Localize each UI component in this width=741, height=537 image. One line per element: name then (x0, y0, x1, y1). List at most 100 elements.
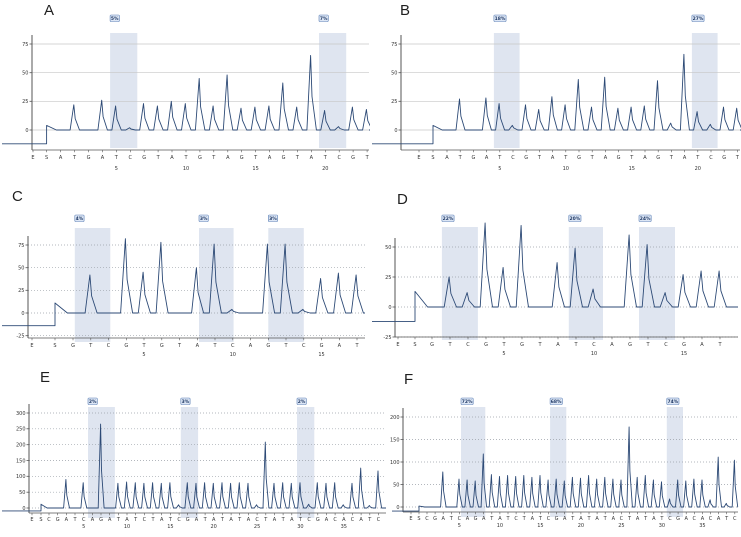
percent-label-box (267, 214, 278, 222)
nucleotide-label: A (249, 343, 253, 349)
nucleotide-label: T (212, 343, 217, 349)
nucleotide-label: A (636, 516, 640, 522)
nucleotide-label: G (320, 343, 324, 349)
nucleotide-label: T (253, 155, 258, 161)
nucleotide-label: A (701, 516, 705, 522)
dispensation-number: 10 (124, 524, 130, 530)
nucleotide-label: A (160, 517, 164, 523)
trace-line (2, 423, 386, 512)
nucleotide-label: E (417, 155, 420, 161)
nucleotide-label: T (220, 517, 225, 523)
nucleotide-label: G (656, 155, 660, 161)
nucleotide-label: T (643, 516, 648, 522)
percent-label-box (638, 214, 652, 222)
percent-label-box (74, 214, 85, 222)
nucleotide-label: A (195, 517, 199, 523)
percent-label-box (549, 397, 563, 405)
nucleotide-label: G (124, 343, 128, 349)
panel-c-label: C (12, 188, 23, 205)
percent-label: 3% (269, 216, 277, 222)
nucleotide-label: T (177, 343, 182, 349)
nucleotide-label: A (212, 517, 216, 523)
nucleotide-label: C (143, 517, 147, 523)
panel-d: D 50 25 0 -25 E S G T C G T G T A T C A G T C G A T 5 10 15 22% 20%… (370, 185, 741, 365)
highlight-region (110, 33, 138, 148)
nucleotide-label: A (65, 517, 69, 523)
y-tick-label: 0 (396, 505, 399, 511)
percent-label: 27% (693, 16, 704, 22)
nucleotide-label: S (45, 155, 48, 161)
trace-line (392, 426, 739, 512)
nucleotide-label: G (520, 342, 524, 348)
nucleotide-label: A (612, 516, 616, 522)
percent-label: 3% (182, 399, 190, 405)
panel-c: C 75 50 25 0 -25 E S G T C G T G T A T C A G T C G A T 5 10 15 4% 3%… (0, 185, 370, 365)
nucleotide-label: T (717, 342, 722, 348)
nucleotide-label: A (59, 155, 63, 161)
percent-label-box (568, 214, 582, 222)
nucleotide-label: G (351, 155, 355, 161)
panel-d-label: D (397, 191, 408, 208)
nucleotide-label: T (497, 155, 502, 161)
dispensation-number: 20 (578, 523, 584, 529)
dispensation-number: 15 (167, 524, 173, 530)
nucleotide-label: A (482, 516, 486, 522)
nucleotide-label: T (505, 516, 510, 522)
nucleotide-label: T (537, 342, 542, 348)
nucleotide-label: G (471, 155, 475, 161)
nucleotide-label: T (150, 517, 155, 523)
highlight-region (639, 227, 675, 340)
dispensation-number: 15 (318, 352, 324, 358)
nucleotide-label: C (547, 516, 551, 522)
percent-label: 24% (640, 216, 651, 222)
nucleotide-label: C (231, 343, 235, 349)
dispensation-number: 10 (563, 166, 569, 172)
nucleotide-label: T (563, 155, 568, 161)
nucleotide-label: T (141, 343, 146, 349)
nucleotide-label: C (177, 517, 181, 523)
percent-label-box (198, 214, 209, 222)
nucleotide-label: A (604, 155, 608, 161)
nucleotide-label: A (359, 517, 363, 523)
nucleotide-label: A (700, 342, 704, 348)
nucleotide-label: T (627, 516, 632, 522)
nucleotide-label: T (573, 342, 578, 348)
nucleotide-label: T (203, 517, 208, 523)
dispensation-number: 15 (252, 166, 258, 172)
y-tick-label: 0 (388, 305, 391, 311)
nucleotide-label: A (247, 517, 251, 523)
nucleotide-label: T (659, 516, 664, 522)
y-tick-label: 100 (390, 460, 400, 466)
dispensation-number: 30 (659, 523, 665, 529)
nucleotide-label: T (365, 155, 370, 161)
percent-label-box (180, 397, 191, 405)
y-tick-label: 75 (22, 42, 28, 48)
nucleotide-label: A (684, 516, 688, 522)
highlight-region (550, 407, 567, 517)
nucleotide-label: A (556, 342, 560, 348)
y-tick-label: 0 (25, 128, 28, 134)
y-tick-label: 200 (16, 443, 26, 449)
nucleotide-label: A (579, 516, 583, 522)
percent-label-box (87, 397, 98, 405)
nucleotide-label: G (266, 343, 270, 349)
nucleotide-label: T (669, 155, 674, 161)
y-tick-label: -25 (16, 334, 24, 340)
highlight-region (74, 228, 111, 342)
nucleotide-label: G (71, 343, 75, 349)
nucleotide-label: T (237, 517, 242, 523)
nucleotide-label: C (47, 517, 51, 523)
y-tick-label: 25 (385, 275, 391, 281)
nucleotide-label: C (693, 516, 697, 522)
nucleotide-label: G (56, 517, 60, 523)
y-tick-label: 25 (391, 99, 397, 105)
nucleotide-label: T (501, 342, 506, 348)
nucleotide-label: T (156, 155, 161, 161)
nucleotide-label: G (282, 155, 286, 161)
nucleotide-label: C (82, 517, 86, 523)
panel-b: B 75 50 25 0 E S A T G A T C G T A T G T A G T A G T A T C G T 5 10 15 2… (370, 0, 741, 185)
nucleotide-label: G (524, 155, 528, 161)
panel-b-label: B (400, 2, 411, 19)
y-tick-label: 50 (19, 490, 25, 496)
